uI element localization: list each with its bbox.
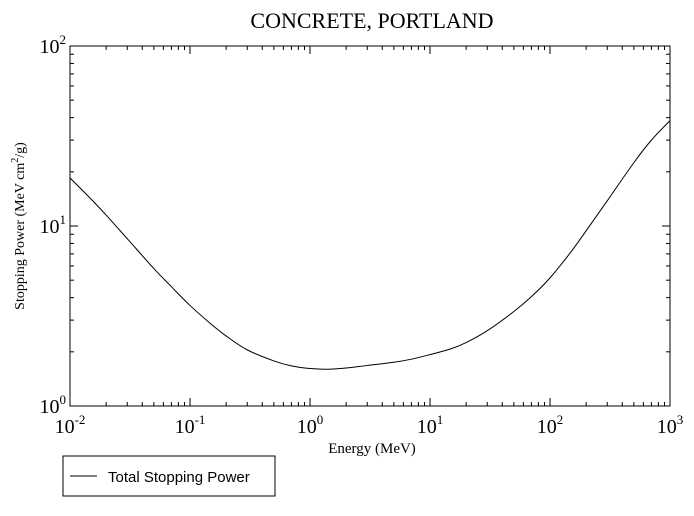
legend: Total Stopping Power [62, 455, 276, 497]
y-tick-label: 101 [40, 212, 67, 238]
x-tick-label-exponent: 0 [317, 412, 324, 427]
y-tick-label-exponent: 1 [60, 212, 67, 227]
minor-ticks [70, 46, 670, 406]
x-tick-label-base: 10 [537, 416, 557, 438]
x-tick-label-exponent: 1 [437, 412, 444, 427]
x-tick-label: 102 [537, 412, 564, 438]
y-tick-label-base: 10 [40, 216, 60, 238]
y-axis-label-prefix: Stopping Power (MeV cm [13, 163, 28, 310]
major-ticks [69, 45, 671, 407]
x-tick-label-exponent: 2 [557, 412, 564, 427]
x-tick-label: 10-1 [175, 412, 206, 438]
y-tick-label-exponent: 0 [60, 392, 67, 407]
y-tick-label: 100 [40, 392, 67, 418]
legend-entry-label: Total Stopping Power [108, 469, 250, 486]
x-tick-label-base: 10 [175, 416, 195, 438]
x-tick-label: 101 [417, 412, 444, 438]
x-tick-label-base: 10 [657, 416, 677, 438]
x-tick-labels: 10-2 10-1 100 101 102 103 [55, 412, 684, 438]
legend-box [62, 455, 276, 497]
x-tick-label-exponent: -2 [75, 412, 86, 427]
y-tick-label-exponent: 2 [60, 32, 67, 47]
x-axis-label: Energy (MeV) [328, 441, 416, 457]
y-tick-label: 102 [40, 32, 67, 58]
x-tick-label-base: 10 [417, 416, 437, 438]
chart-title: CONCRETE, PORTLAND [250, 8, 493, 33]
plot-area-frame [69, 45, 671, 407]
x-tick-label-base: 10 [297, 416, 317, 438]
x-tick-label-exponent: -1 [195, 412, 206, 427]
y-axis-label-suffix: /g) [13, 142, 28, 158]
x-tick-label-exponent: 3 [677, 412, 684, 427]
y-tick-label-base: 10 [40, 396, 60, 418]
y-tick-label-base: 10 [40, 36, 60, 58]
x-tick-label-base: 10 [55, 416, 75, 438]
x-tick-label: 100 [297, 412, 324, 438]
x-tick-label: 10-2 [55, 412, 86, 438]
y-axis-label-superscript: 2 [10, 158, 21, 163]
series-line-total-stopping-power [69, 120, 671, 370]
y-axis-label: Stopping Power (MeV cm2/g) [10, 142, 28, 310]
x-tick-label: 103 [657, 412, 684, 438]
